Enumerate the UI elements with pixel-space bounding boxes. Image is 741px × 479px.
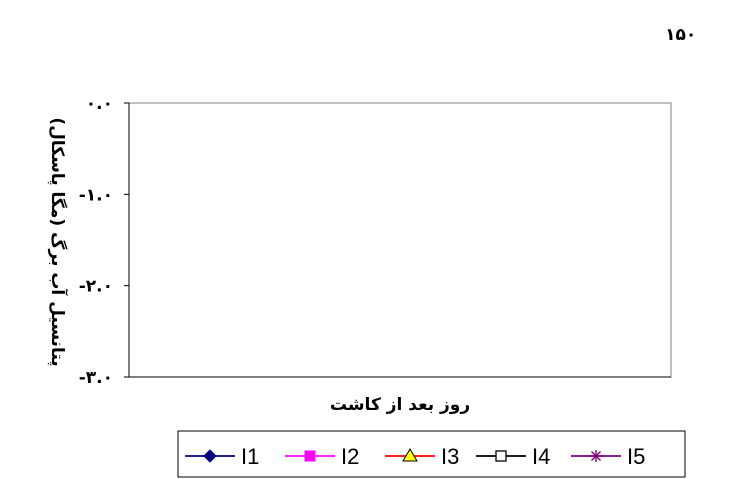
y-axis-title: پتانسیل آب برگ (مگا پاسکال) bbox=[47, 117, 69, 366]
legend-swatch-marker bbox=[590, 450, 602, 462]
y-tick-label: -۳.۰ bbox=[79, 368, 113, 388]
legend-swatch-marker bbox=[203, 449, 217, 463]
marker-stroke bbox=[591, 451, 601, 461]
y-tick-labels: ۰.۰ -۱.۰ -۲.۰ -۳.۰ bbox=[79, 94, 129, 388]
x-axis-title: روز بعد از کاشت bbox=[330, 395, 470, 415]
legend-item-i2: I2 bbox=[285, 444, 359, 469]
legend-swatch-marker bbox=[304, 450, 316, 462]
legend-label: I4 bbox=[532, 444, 550, 469]
legend-item-i3: I3 bbox=[385, 444, 459, 469]
legend-label: I3 bbox=[441, 444, 459, 469]
x-tick-labels: ۱۵۰۱۷۰۱۹۰۲۱۰۲۳۰۲۵۰۲۷۰ bbox=[665, 25, 696, 45]
x-tick-label: ۱۵۰ bbox=[665, 25, 696, 45]
legend-swatch-marker bbox=[402, 448, 418, 462]
y-tick-label: ۰.۰ bbox=[86, 94, 113, 114]
legend-swatch-marker bbox=[495, 450, 507, 462]
legend-item-i4: I4 bbox=[476, 444, 550, 469]
y-tick-label: -۲.۰ bbox=[79, 277, 113, 297]
legend-label: I5 bbox=[627, 444, 645, 469]
plot-area bbox=[128, 102, 672, 378]
legend-item-i1: I1 bbox=[185, 444, 259, 469]
legend: I1 I2 I3 I4 I5 bbox=[177, 430, 686, 478]
legend-item-i5: I5 bbox=[571, 444, 645, 469]
legend-frame bbox=[177, 430, 686, 478]
legend-label: I1 bbox=[241, 444, 259, 469]
legend-label: I2 bbox=[341, 444, 359, 469]
y-tick-label: -۱.۰ bbox=[79, 185, 113, 205]
